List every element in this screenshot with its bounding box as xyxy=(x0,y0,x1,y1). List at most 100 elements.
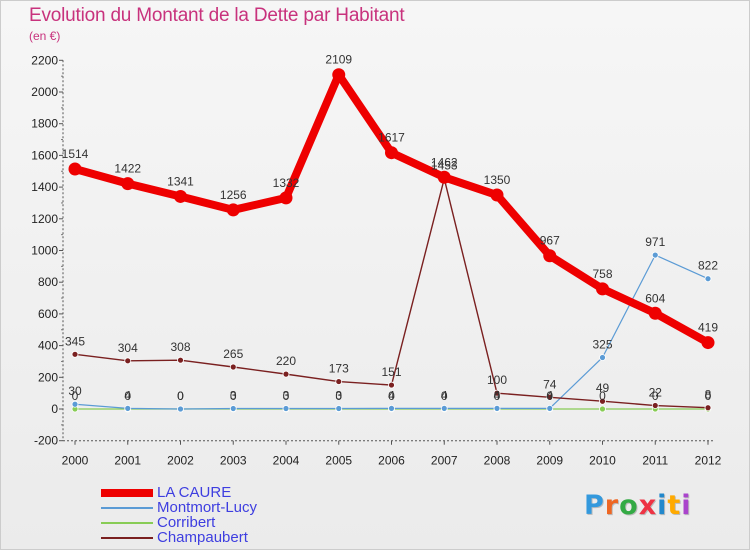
data-label: 758 xyxy=(592,267,612,281)
y-tick-label: 200 xyxy=(38,370,58,384)
y-tick-label: 1000 xyxy=(31,244,58,258)
data-point xyxy=(335,405,343,412)
data-label: 100 xyxy=(487,373,507,387)
data-point xyxy=(490,188,504,202)
x-tick-label: 2012 xyxy=(695,454,722,468)
data-point xyxy=(229,363,237,371)
data-label: 325 xyxy=(592,337,612,351)
data-label: 1453 xyxy=(431,159,458,173)
data-point xyxy=(388,404,395,412)
data-label: 604 xyxy=(645,291,665,305)
data-point xyxy=(282,405,290,412)
data-label: 345 xyxy=(65,334,85,348)
y-tick-label: 800 xyxy=(38,275,58,289)
data-label: 1422 xyxy=(114,162,141,176)
data-label: 967 xyxy=(540,234,560,248)
x-tick-label: 2005 xyxy=(325,454,352,468)
data-point xyxy=(437,170,451,184)
data-point xyxy=(599,354,606,361)
data-label: 173 xyxy=(329,362,349,376)
data-label: 0 xyxy=(599,389,606,403)
data-point xyxy=(648,306,662,320)
data-label: 22 xyxy=(649,386,663,400)
x-tick-label: 2000 xyxy=(62,454,89,468)
data-label: 151 xyxy=(381,365,401,379)
data-label: 4 xyxy=(124,388,131,402)
data-label: 0 xyxy=(283,389,290,403)
legend-swatch xyxy=(101,537,153,539)
proxiti-logo: Proxiti xyxy=(584,490,692,521)
data-label: 74 xyxy=(543,377,557,391)
x-tick-label: 2011 xyxy=(642,454,668,468)
data-point xyxy=(124,357,132,365)
data-label: 1462 xyxy=(431,155,458,169)
data-point xyxy=(546,393,554,401)
x-tick-label: 2006 xyxy=(378,454,405,468)
data-label: 1617 xyxy=(378,131,405,145)
data-label: 3 xyxy=(335,389,342,403)
data-label: 971 xyxy=(645,235,665,249)
data-label: 1350 xyxy=(484,173,511,187)
data-point xyxy=(279,191,293,205)
data-label: 1256 xyxy=(220,188,247,202)
legend-swatch xyxy=(101,522,153,524)
legend-swatch xyxy=(101,489,153,497)
data-point xyxy=(226,203,240,217)
data-point xyxy=(651,402,659,409)
data-point xyxy=(440,404,448,412)
y-tick-label: 2200 xyxy=(31,53,58,67)
data-label: 1341 xyxy=(167,174,194,188)
data-label: 419 xyxy=(698,321,718,335)
data-point xyxy=(388,381,395,389)
logo-letter: r xyxy=(604,490,620,521)
legend-label: Montmort-Lucy xyxy=(157,499,258,516)
data-label: 0 xyxy=(230,389,237,403)
data-label: 30 xyxy=(68,384,82,398)
data-label: 4 xyxy=(546,388,553,402)
y-tick-label: 1200 xyxy=(31,212,58,226)
data-label: 3 xyxy=(230,389,237,403)
data-label: 0 xyxy=(652,389,659,403)
y-tick-label: 400 xyxy=(38,339,58,353)
data-label: 0 xyxy=(335,389,342,403)
series-line-la-caure xyxy=(71,70,712,347)
data-label: 1514 xyxy=(62,147,89,161)
y-tick-label: 0 xyxy=(51,402,58,416)
data-point xyxy=(546,404,554,412)
data-point xyxy=(282,370,290,378)
chart-title: Evolution du Montant de la Dette par Hab… xyxy=(29,5,405,26)
data-label: 0 xyxy=(177,389,184,403)
x-tick-label: 2010 xyxy=(589,454,616,468)
data-label: 49 xyxy=(596,381,610,395)
logo-letter: P xyxy=(584,490,605,521)
data-label: 4 xyxy=(494,388,501,402)
legend-label: Champaubert xyxy=(157,529,248,546)
data-label: 4 xyxy=(388,388,395,402)
x-tick-label: 2003 xyxy=(220,454,247,468)
data-point xyxy=(599,397,606,405)
data-label: 2109 xyxy=(325,53,352,67)
data-label: 1332 xyxy=(273,176,300,190)
data-point xyxy=(704,275,712,283)
logo-letter: x xyxy=(638,490,658,521)
legend-label: Corribert xyxy=(157,514,216,531)
x-tick-label: 2008 xyxy=(484,454,511,468)
data-label: 0 xyxy=(441,389,448,403)
data-label: 0 xyxy=(72,389,79,403)
data-label: 0 xyxy=(546,389,553,403)
data-point xyxy=(651,251,659,259)
x-tick-label: 2002 xyxy=(167,454,194,468)
y-tick-label: 1600 xyxy=(31,148,58,162)
data-point xyxy=(332,68,346,82)
data-label: 308 xyxy=(170,340,190,354)
data-point xyxy=(493,389,501,397)
data-point xyxy=(543,249,557,263)
data-point xyxy=(229,405,237,412)
data-point xyxy=(177,356,184,364)
data-label: 8 xyxy=(705,388,712,402)
data-label: 0 xyxy=(494,389,501,403)
data-point xyxy=(174,189,187,203)
data-point xyxy=(704,404,712,412)
